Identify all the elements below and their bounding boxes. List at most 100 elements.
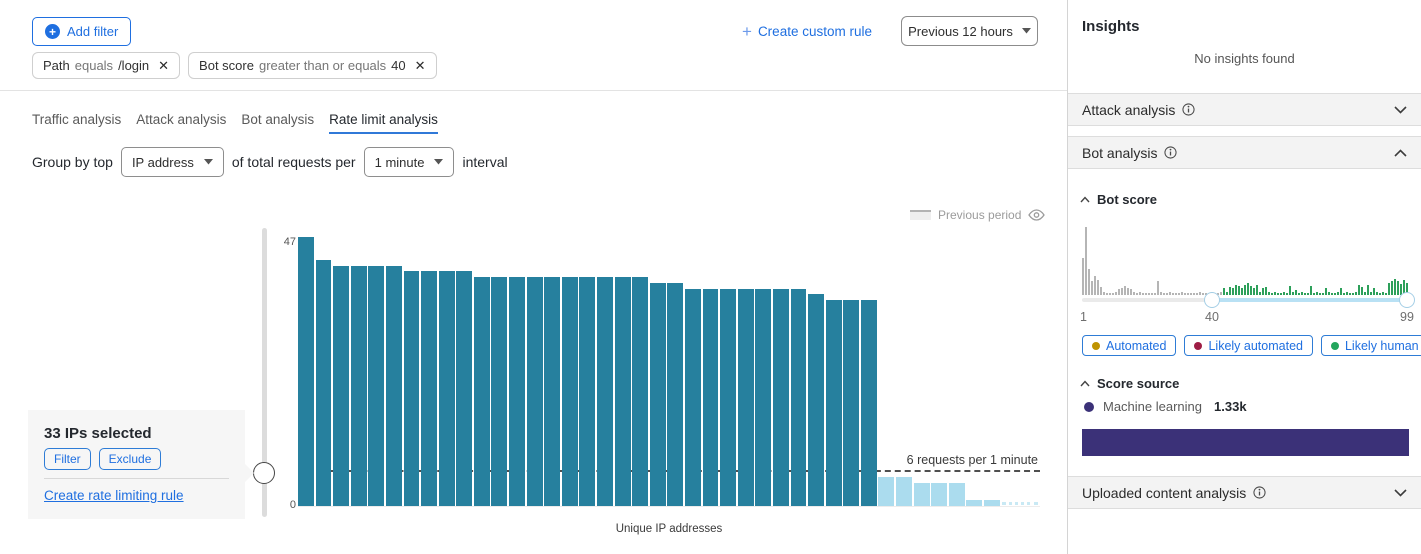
chart-bar[interactable] xyxy=(984,500,1000,506)
histogram-bar xyxy=(1265,286,1267,295)
chart-bar[interactable] xyxy=(720,288,737,506)
chart-bar[interactable] xyxy=(772,288,789,506)
chart-bar[interactable] xyxy=(456,271,473,506)
chart-bar[interactable] xyxy=(526,277,543,506)
histogram-bar xyxy=(1187,292,1189,295)
histogram-bar xyxy=(1367,285,1369,295)
rate-limit-chart: 6 requests per 1 minute xyxy=(298,237,1040,507)
chart-bar[interactable] xyxy=(509,277,525,506)
chart-bar[interactable] xyxy=(350,265,367,506)
score-source-header[interactable]: Score source xyxy=(1080,376,1179,391)
histogram-bar xyxy=(1091,281,1093,295)
chart-bar[interactable] xyxy=(737,288,754,506)
chart-bar[interactable] xyxy=(684,288,701,506)
chart-bar[interactable] xyxy=(948,483,965,506)
histogram-bar xyxy=(1301,292,1303,295)
add-filter-button[interactable]: + Add filter xyxy=(32,17,132,46)
chart-bar[interactable] xyxy=(491,277,508,506)
threshold-slider-handle[interactable] xyxy=(253,462,275,484)
chart-bar[interactable] xyxy=(755,288,772,506)
bot-score-slider-handle-high[interactable] xyxy=(1399,292,1415,308)
histogram-bar xyxy=(1316,292,1318,295)
section-attack-analysis[interactable]: Attack analysis xyxy=(1068,93,1421,126)
histogram-bar xyxy=(1358,285,1360,295)
tab-attack-analysis[interactable]: Attack analysis xyxy=(136,112,227,127)
chart-bar[interactable] xyxy=(649,282,666,506)
chart-bar[interactable] xyxy=(790,288,807,506)
bot-score-header[interactable]: Bot score xyxy=(1080,192,1157,207)
chart-bar[interactable] xyxy=(878,477,895,506)
badge-automated[interactable]: Automated xyxy=(1082,335,1177,356)
chart-bar[interactable] xyxy=(298,237,314,506)
histogram-bar xyxy=(1277,292,1279,295)
chart-bar[interactable] xyxy=(561,277,578,506)
histogram-bar xyxy=(1289,286,1291,295)
insights-empty-message: No insights found xyxy=(1194,51,1295,66)
time-range-dropdown[interactable]: Previous 12 hours xyxy=(901,16,1038,46)
chart-bar[interactable] xyxy=(808,294,824,506)
histogram-bar xyxy=(1304,292,1306,295)
chart-bar[interactable] xyxy=(931,483,948,506)
threshold-label: 6 requests per 1 minute xyxy=(906,453,1038,467)
bot-score-high-label: 99 xyxy=(1400,310,1414,324)
chart-bar[interactable] xyxy=(860,299,877,506)
create-rate-limiting-rule-link[interactable]: Create rate limiting rule xyxy=(44,488,184,503)
chart-bar[interactable] xyxy=(333,265,350,506)
chart-bar[interactable] xyxy=(579,277,596,506)
badge-likely-human[interactable]: Likely human xyxy=(1320,335,1421,356)
histogram-bar xyxy=(1394,279,1396,295)
histogram-bar xyxy=(1406,282,1408,295)
histogram-bar xyxy=(1379,292,1381,295)
badge-dot xyxy=(1330,341,1339,350)
chart-bar[interactable] xyxy=(702,288,719,506)
chart-bar[interactable] xyxy=(544,277,561,506)
threshold-slider-track[interactable] xyxy=(262,228,267,517)
chip-field: Path xyxy=(43,58,70,73)
histogram-bar xyxy=(1388,282,1390,295)
chip-close-icon[interactable]: ✕ xyxy=(158,57,170,73)
chart-bar[interactable] xyxy=(315,259,332,506)
exclude-button[interactable]: Exclude xyxy=(98,448,162,470)
info-icon xyxy=(1253,486,1266,499)
chip-close-icon[interactable]: ✕ xyxy=(414,57,426,73)
chart-bar[interactable] xyxy=(614,277,631,506)
histogram-bar xyxy=(1178,292,1180,295)
chart-bar[interactable] xyxy=(597,277,613,506)
create-custom-rule-link[interactable]: + Create custom rule xyxy=(742,23,872,40)
section-uploaded-content-analysis[interactable]: Uploaded content analysis xyxy=(1068,476,1421,509)
info-icon xyxy=(1182,103,1195,116)
chart-bar[interactable] xyxy=(966,500,983,506)
chart-bar[interactable] xyxy=(421,271,438,506)
histogram-bar xyxy=(1160,292,1162,295)
histogram-bar xyxy=(1346,292,1348,295)
tab-bot-analysis[interactable]: Bot analysis xyxy=(241,112,315,127)
chart-bar[interactable] xyxy=(825,299,842,506)
chart-bar[interactable] xyxy=(632,277,649,506)
chart-bar[interactable] xyxy=(913,483,930,506)
histogram-bar xyxy=(1292,292,1294,295)
bot-score-slider-track[interactable] xyxy=(1082,298,1409,302)
bot-score-slider-handle-low[interactable] xyxy=(1204,292,1220,308)
filter-button[interactable]: Filter xyxy=(44,448,91,470)
histogram-bar xyxy=(1259,292,1261,295)
histogram-bar xyxy=(1349,292,1351,295)
chart-bar[interactable] xyxy=(403,271,420,506)
chart-bar[interactable] xyxy=(368,265,385,506)
section-bot-analysis[interactable]: Bot analysis xyxy=(1068,136,1421,169)
add-filter-label: Add filter xyxy=(67,24,119,39)
histogram-bar xyxy=(1172,292,1174,295)
chart-bar[interactable] xyxy=(667,282,684,506)
eye-icon[interactable] xyxy=(1028,209,1046,221)
tab-rate-limit-analysis[interactable]: Rate limit analysis xyxy=(329,112,438,134)
interval-select[interactable]: 1 minute xyxy=(363,147,455,177)
dimension-select[interactable]: IP address xyxy=(120,147,224,177)
chart-bar[interactable] xyxy=(438,271,455,506)
chart-bar[interactable] xyxy=(896,477,912,506)
badge-likely-automated[interactable]: Likely automated xyxy=(1184,335,1313,356)
chart-bar[interactable] xyxy=(385,265,402,506)
chart-bar[interactable] xyxy=(843,299,860,506)
chart-bar[interactable] xyxy=(473,277,490,506)
tab-traffic-analysis[interactable]: Traffic analysis xyxy=(32,112,122,127)
histogram-bar xyxy=(1262,288,1264,295)
